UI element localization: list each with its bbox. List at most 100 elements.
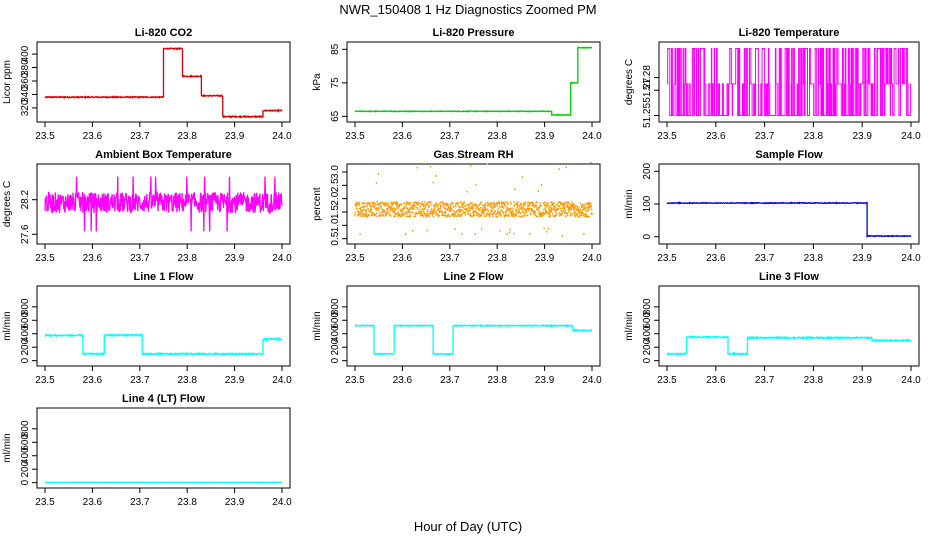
y-axis-label: ml/min (2, 311, 13, 340)
y-tick-label: 600 (642, 312, 653, 329)
panel-box_temp: Ambient Box Temperature degrees C 23.5 23.6… (2, 149, 292, 264)
x-tick-label: 23.8 (487, 375, 507, 386)
y-tick-label: 0 (20, 357, 31, 363)
panel-title: Gas Stream RH (433, 149, 513, 161)
y-tick-label: 100 (642, 195, 653, 212)
x-tick-label: 23.9 (225, 375, 245, 386)
y-tick-label: 400 (330, 325, 341, 342)
x-tick-label: 23.8 (487, 131, 507, 142)
series-scatter (354, 156, 593, 237)
figure-xlabel: Hour of Day (UTC) (414, 519, 522, 534)
series-line (44, 46, 283, 119)
x-tick-label: 23.5 (345, 253, 365, 264)
x-tick-label: 24.0 (272, 253, 292, 264)
y-tick-label: 600 (20, 434, 31, 451)
x-tick-label: 23.7 (755, 131, 775, 142)
x-tick-label: 23.9 (225, 131, 245, 142)
x-tick-label: 23.6 (706, 375, 726, 386)
x-tick-label: 23.7 (440, 375, 460, 386)
x-tick-label: 23.8 (804, 253, 824, 264)
x-tick-label: 23.8 (487, 253, 507, 264)
plot-frame (346, 41, 601, 123)
x-tick-label: 23.7 (130, 375, 150, 386)
plot-frame (346, 285, 601, 367)
y-tick-label: 75 (330, 77, 341, 89)
y-tick-label: 200 (642, 338, 653, 355)
panel-line2: Line 2 Flow ml/min 23.5 23.6 23.7 23.8 23.9 24.… (312, 271, 602, 386)
x-tick-label: 23.9 (535, 131, 555, 142)
y-axis-label: degrees C (624, 59, 635, 105)
x-tick-label: 23.5 (657, 253, 677, 264)
plot-frame (658, 163, 920, 245)
y-tick-label: 400 (642, 325, 653, 342)
panel-grid: Li-820 CO2 Licor ppm 23.5 23.6 23.7 23.8 23.9 2… (2, 27, 921, 508)
x-tick-label: 24.0 (582, 253, 602, 264)
x-tick-label: 23.9 (852, 253, 872, 264)
y-tick-label: 200 (330, 338, 341, 355)
y-tick-label: 380 (20, 59, 31, 76)
y-tick-label: 200 (642, 162, 653, 179)
panel-line3: Line 3 Flow ml/min 23.5 23.6 23.7 23.8 23.9 24.… (624, 271, 921, 386)
y-tick-label: 1.5 (330, 205, 341, 219)
panel-title: Sample Flow (755, 149, 823, 161)
plot-frame (346, 163, 601, 245)
series-line (666, 201, 912, 238)
x-tick-label: 23.6 (393, 375, 413, 386)
panel-co2: Li-820 CO2 Licor ppm 23.5 23.6 23.7 23.8 23.9 2… (2, 27, 292, 142)
y-tick-label: 51.27 (642, 77, 653, 102)
y-tick-label: 600 (20, 312, 31, 329)
x-tick-label: 23.8 (177, 253, 197, 264)
plot-frame (36, 41, 291, 123)
panel-rh: Gas Stream RH percent 23.5 23.6 23.7 23.8 23.9… (312, 149, 602, 264)
y-tick-label: 800 (330, 298, 341, 315)
x-tick-label: 23.5 (35, 253, 55, 264)
panel-line1: Line 1 Flow ml/min 23.5 23.6 23.7 23.8 23.9 24.… (2, 271, 292, 386)
y-tick-label: 200 (20, 460, 31, 477)
y-tick-label: 0.5 (330, 231, 341, 245)
plot-frame (36, 285, 291, 367)
x-tick-label: 23.6 (706, 131, 726, 142)
panel-title: Li-820 Temperature (739, 27, 840, 39)
y-tick-label: 1.0 (330, 218, 341, 232)
x-tick-label: 23.5 (345, 375, 365, 386)
x-tick-label: 23.9 (225, 497, 245, 508)
x-tick-label: 23.8 (804, 131, 824, 142)
x-tick-label: 23.6 (83, 497, 103, 508)
y-axis-label: Licor ppm (2, 60, 13, 104)
panel-title: Line 4 (LT) Flow (122, 393, 205, 405)
x-tick-label: 23.8 (177, 375, 197, 386)
x-tick-label: 23.7 (440, 253, 460, 264)
plot-frame (658, 41, 920, 123)
y-tick-label: 360 (20, 72, 31, 89)
series-line (44, 332, 282, 357)
y-axis-label: kPa (312, 73, 323, 91)
x-tick-label: 23.9 (852, 131, 872, 142)
panel-sample_flow: Sample Flow ml/min 23.5 23.6 23.7 23.8 23.9 24.… (624, 149, 921, 264)
x-tick-label: 24.0 (582, 131, 602, 142)
x-tick-label: 23.5 (35, 497, 55, 508)
y-tick-label: 0 (330, 357, 341, 363)
x-tick-label: 23.7 (130, 253, 150, 264)
x-tick-label: 23.9 (535, 253, 555, 264)
x-tick-label: 23.6 (393, 253, 413, 264)
y-tick-label: 0 (642, 357, 653, 363)
y-tick-label: 2.0 (330, 191, 341, 205)
y-tick-label: 400 (20, 447, 31, 464)
y-axis-label: ml/min (624, 311, 635, 340)
x-tick-label: 23.6 (83, 131, 103, 142)
y-axis-label: ml/min (624, 189, 635, 218)
x-tick-label: 23.9 (535, 375, 555, 386)
x-tick-label: 23.7 (755, 253, 775, 264)
panel-title: Li-820 Pressure (433, 27, 515, 39)
y-tick-label: 27.6 (20, 224, 31, 244)
y-tick-label: 0 (642, 234, 653, 240)
y-tick-label: 400 (20, 325, 31, 342)
x-tick-label: 23.8 (177, 497, 197, 508)
panel-licor_temp: Li-820 Temperature degrees C 23.5 23.6 23.7 2… (624, 27, 921, 142)
x-tick-label: 23.8 (177, 131, 197, 142)
series-line (666, 334, 912, 357)
y-tick-label: 600 (330, 312, 341, 329)
panel-title: Line 1 Flow (134, 271, 194, 283)
y-tick-label: 65 (330, 110, 341, 122)
x-tick-label: 23.6 (83, 253, 103, 264)
